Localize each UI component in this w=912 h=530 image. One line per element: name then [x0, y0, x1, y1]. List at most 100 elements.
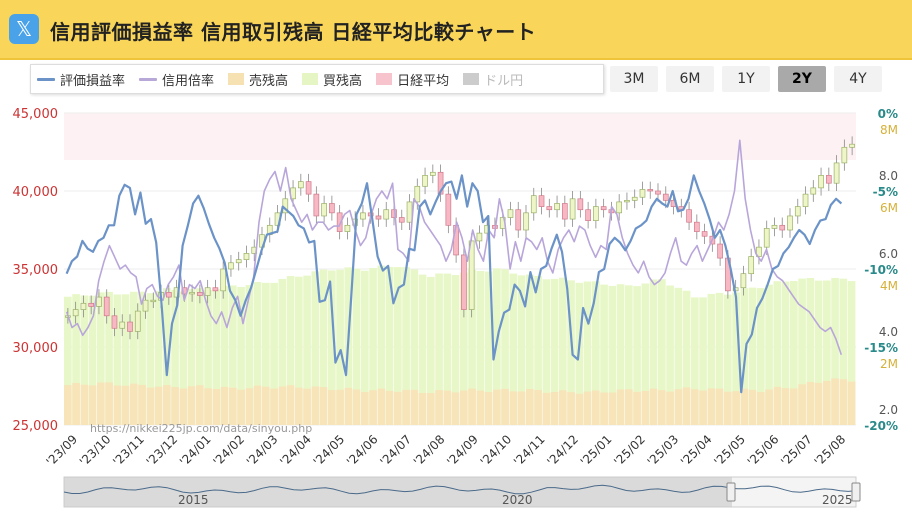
buy-balance-bar	[237, 287, 245, 425]
buy-balance-bar	[476, 271, 485, 425]
navigator-line	[63, 484, 857, 495]
nikkei-candle	[593, 206, 599, 221]
sell-balance-bar	[229, 387, 237, 425]
buy-balance-bar	[278, 279, 287, 425]
sell-balance-bar	[451, 392, 460, 425]
buy-balance-bar	[814, 280, 823, 425]
buy-balance-bar	[674, 287, 683, 425]
buy-balance-bar	[592, 281, 600, 425]
buy-balance-bar	[121, 294, 130, 425]
sell-balance-bar	[484, 391, 493, 425]
buy-balance-bar	[847, 281, 856, 425]
sell-balance-bar	[732, 391, 740, 425]
range-button-2y[interactable]: 2Y	[778, 66, 826, 92]
sell-balance-bar	[270, 388, 278, 425]
nikkei-axis-tick: 30,000	[13, 341, 59, 356]
buy-balance-bar	[163, 288, 171, 425]
buy-balance-bar	[509, 273, 518, 425]
nikkei-candle	[616, 201, 623, 214]
buy-balance-bar	[80, 295, 89, 425]
buy-balance-bar	[270, 282, 278, 425]
legend-item-4[interactable]: 日経平均	[376, 70, 449, 89]
balance-axis-tick: 2M	[880, 357, 898, 371]
nikkei-candle	[655, 190, 661, 195]
sell-balance-bar	[781, 388, 790, 425]
range-button-3m[interactable]: 3M	[610, 66, 658, 92]
buy-balance-bar	[72, 294, 80, 425]
nikkei-candle	[321, 203, 327, 217]
buy-balance-bar	[773, 281, 782, 425]
buy-balance-bar	[600, 284, 608, 425]
nikkei-candle	[825, 175, 832, 184]
nikkei-candle	[119, 321, 126, 329]
buy-balance-bar	[526, 274, 534, 425]
margin-ratio-axis-tick: 8.0	[879, 169, 898, 183]
sell-balance-bar	[699, 390, 707, 425]
legend-item-2[interactable]: 売残高	[228, 70, 288, 89]
legend-swatch	[302, 73, 319, 85]
buy-balance-bar	[229, 285, 237, 425]
sell-balance-bar	[253, 385, 262, 425]
range-button-4y[interactable]: 4Y	[834, 66, 882, 92]
nikkei-candle	[305, 181, 312, 195]
nikkei-candle	[80, 302, 87, 310]
buy-balance-bar	[559, 277, 567, 425]
range-selector: 3M 6M 1Y 2Y 4Y	[610, 66, 890, 92]
nikkei-candle	[453, 224, 459, 256]
x-axis-tick: '25/02	[611, 432, 648, 469]
navigator-handle-left[interactable]	[726, 482, 736, 502]
nikkei-candle	[336, 212, 343, 232]
buy-balance-bar	[138, 291, 146, 425]
sell-balance-bar	[814, 382, 823, 425]
range-button-1y[interactable]: 1Y	[722, 66, 770, 92]
nikkei-candle	[818, 175, 824, 189]
x-logo-icon[interactable]: 𝕏	[9, 14, 39, 44]
buy-balance-bar	[649, 279, 658, 425]
sell-balance-bar	[542, 392, 551, 425]
navigator-label: 2015	[178, 493, 209, 507]
buy-balance-bar	[410, 269, 419, 425]
sell-balance-bar	[204, 388, 212, 425]
nikkei-candle	[383, 209, 390, 220]
legend-swatch	[463, 73, 480, 85]
legend-item-5[interactable]: ドル円	[463, 70, 523, 89]
buy-balance-bar	[748, 287, 757, 425]
sell-balance-bar	[616, 389, 625, 425]
nikkei-candle	[72, 309, 79, 317]
buy-balance-bar	[633, 286, 641, 425]
pl-zero-band	[64, 113, 856, 160]
sell-balance-bar	[790, 388, 798, 425]
nikkei-candle	[849, 143, 855, 148]
sell-balance-bar	[823, 381, 831, 425]
legend-item-1[interactable]: 信用倍率	[139, 70, 214, 89]
navigator-handle-right[interactable]	[851, 482, 861, 502]
buy-balance-bar	[319, 269, 328, 425]
balance-axis-tick: 4M	[880, 279, 898, 293]
buy-balance-bar	[484, 271, 493, 425]
legend-label: 評価損益率	[60, 73, 126, 89]
legend-item-0[interactable]: 評価損益率	[37, 70, 125, 89]
sell-balance-bar	[534, 389, 542, 425]
x-axis-tick: '23/09	[43, 432, 80, 469]
nikkei-candle	[142, 299, 149, 312]
sell-balance-bar	[740, 388, 749, 425]
buy-balance-bar	[97, 292, 105, 425]
nikkei-candle	[360, 212, 366, 220]
nikkei-axis-tick: 25,000	[13, 419, 59, 434]
sell-balance-bar	[377, 388, 386, 425]
sell-balance-bar	[220, 386, 229, 425]
sell-balance-bar	[336, 389, 344, 425]
buy-balance-bar	[253, 282, 262, 425]
buy-balance-bar	[625, 285, 633, 425]
legend-label: ドル円	[484, 73, 524, 89]
x-axis-tick: '24/11	[511, 432, 548, 469]
range-button-6m[interactable]: 6M	[666, 66, 714, 92]
legend-item-3[interactable]: 買残高	[302, 70, 362, 89]
buy-balance-bar	[328, 270, 336, 425]
nikkei-candle	[523, 212, 529, 231]
sell-balance-bar	[798, 384, 806, 425]
buy-balance-bar	[682, 290, 691, 425]
sell-balance-bar	[476, 390, 485, 425]
nikkei-candle	[235, 259, 242, 264]
nikkei-candle	[631, 196, 638, 201]
